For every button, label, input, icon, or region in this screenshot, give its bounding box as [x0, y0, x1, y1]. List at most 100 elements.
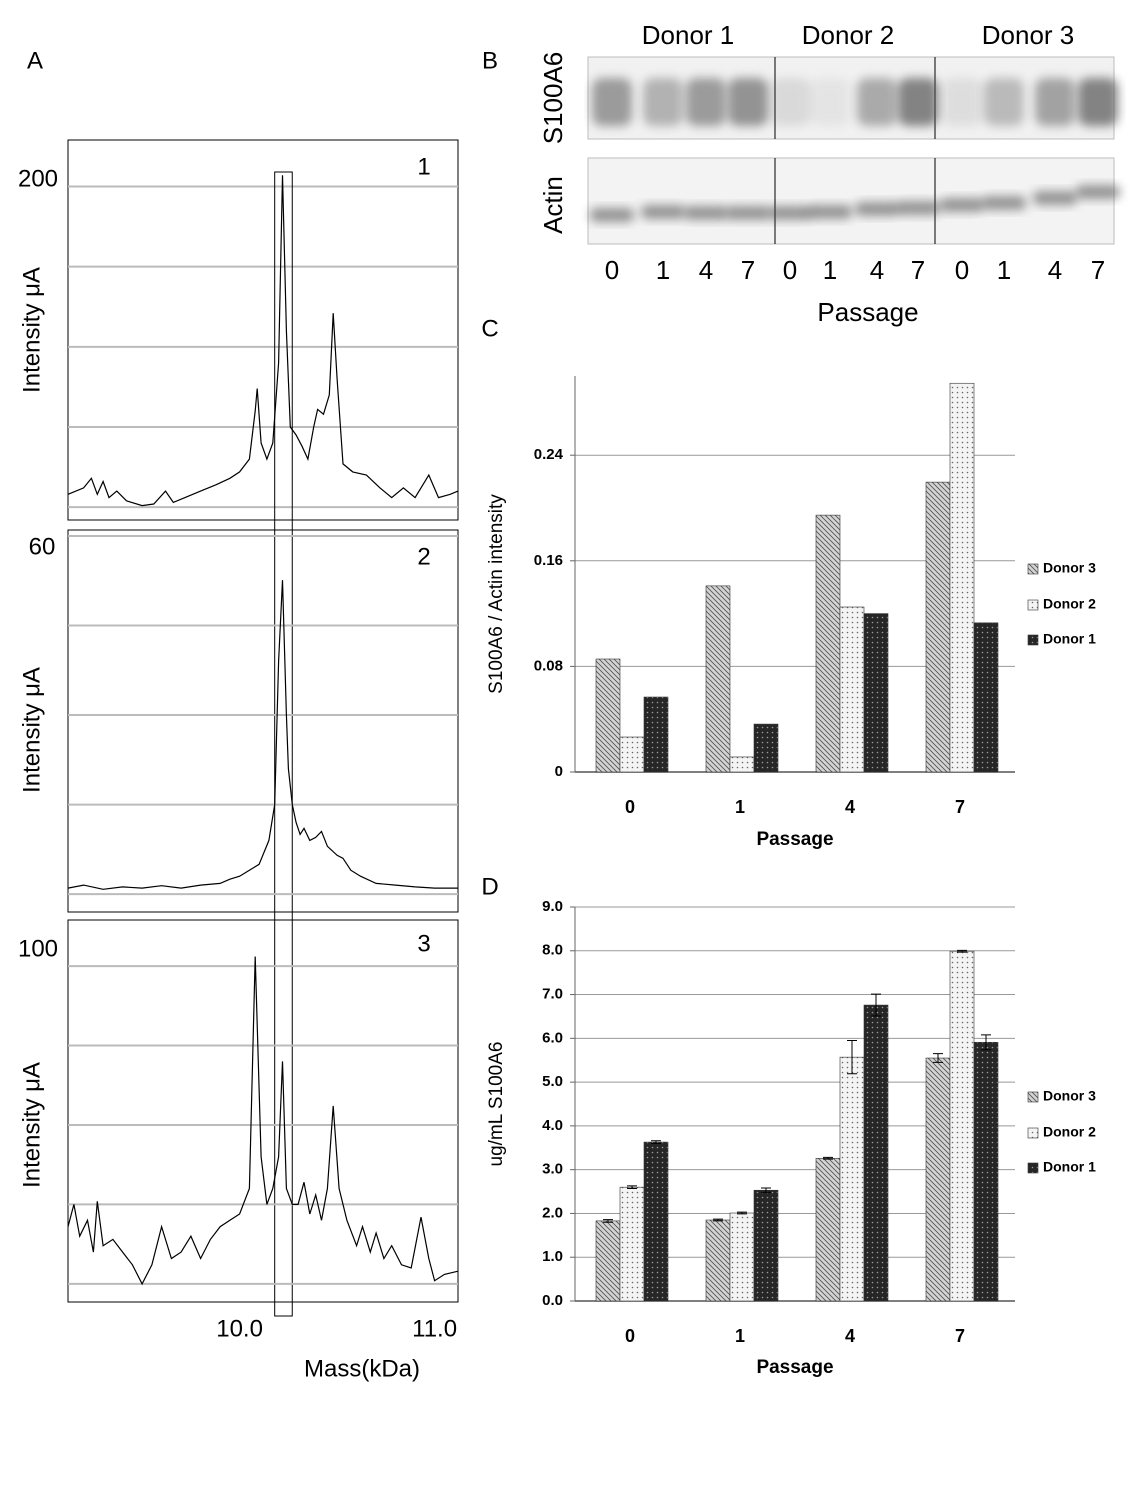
band: [1035, 78, 1075, 126]
legend-label: Donor 2: [1043, 1124, 1096, 1140]
band: [808, 205, 852, 219]
y-axis-label: Intensity μA: [18, 667, 45, 793]
x-tick-label: 4: [845, 797, 855, 817]
y-axis-label: Intensity μA: [18, 1062, 45, 1188]
error-bar: [933, 1053, 943, 1063]
lane-label: 0: [605, 255, 619, 285]
lane-label: 0: [783, 255, 797, 285]
bar: [753, 723, 779, 773]
bar: [815, 514, 841, 773]
x-tick-label: 1: [735, 797, 745, 817]
band: [726, 206, 770, 220]
panel-label: B: [482, 47, 498, 74]
error-bar: [713, 1218, 723, 1222]
band: [940, 198, 984, 212]
bar: [973, 1041, 999, 1302]
y-tick-label: 5.0: [542, 1073, 563, 1090]
band: [592, 78, 632, 126]
error-bar: [981, 1034, 991, 1051]
plot-frame: [67, 139, 459, 521]
band: [982, 196, 1026, 210]
band: [643, 78, 683, 126]
band: [684, 206, 728, 220]
band: [1078, 78, 1118, 126]
y-tick-label: 0.08: [534, 657, 563, 674]
y-tick-label: 0.0: [542, 1292, 563, 1309]
y-axis-label: ug/mL S100A6: [486, 1042, 507, 1167]
x-tick-label: 7: [955, 1326, 965, 1346]
band: [855, 202, 899, 216]
legend-label: Donor 3: [1043, 1088, 1096, 1104]
highlight-box: [274, 171, 293, 1317]
donor-label: Donor 1: [642, 20, 735, 50]
y-axis-label: S100A6 / Actin intensity: [486, 494, 507, 694]
y-tick-label: 60: [29, 533, 56, 560]
band: [641, 205, 685, 219]
y-tick-label: 6.0: [542, 1029, 563, 1046]
panel-label: A: [27, 47, 43, 74]
bar: [949, 382, 975, 773]
x-tick-label: 0: [625, 1326, 635, 1346]
bar: [863, 1004, 889, 1302]
error-bar: [603, 1219, 613, 1223]
bar: [619, 736, 645, 773]
y-tick-label: 100: [18, 935, 58, 962]
panel-annotation: 2: [417, 543, 430, 570]
lane-label: 1: [823, 255, 837, 285]
band: [984, 78, 1024, 126]
legend-swatch: [1027, 1127, 1039, 1139]
x-tick-label: 1: [735, 1326, 745, 1346]
bar: [643, 696, 669, 773]
y-tick-label: 3.0: [542, 1161, 563, 1178]
spectrum-line: [67, 175, 459, 507]
y-tick-label: 1.0: [542, 1248, 563, 1265]
error-bar: [651, 1140, 661, 1144]
band: [686, 78, 726, 126]
bar: [753, 1189, 779, 1302]
bar: [925, 1057, 951, 1302]
blot-row-label: Actin: [538, 176, 568, 234]
panel-label: C: [481, 315, 498, 342]
legend-swatch: [1027, 634, 1039, 646]
y-tick-label: 4.0: [542, 1117, 563, 1134]
x-tick-label: 7: [955, 797, 965, 817]
error-bar: [761, 1187, 771, 1193]
band: [728, 78, 768, 126]
legend-label: Donor 2: [1043, 596, 1096, 612]
lane-label: 4: [870, 255, 884, 285]
western-blot: Donor 1 Donor 2 Donor 3 S100A6 Actin Pas…: [538, 20, 1120, 327]
error-bar: [847, 1040, 857, 1075]
bar: [925, 481, 951, 773]
error-bar: [871, 993, 881, 1017]
blot-row-label: S100A6: [538, 52, 568, 145]
x-axis-label: Mass(kDa): [304, 1355, 420, 1382]
band: [896, 201, 940, 215]
bar: [815, 1157, 841, 1302]
donor-label: Donor 3: [982, 20, 1075, 50]
donor-label: Donor 2: [802, 20, 895, 50]
lane-label: 7: [741, 255, 755, 285]
y-tick-label: 9.0: [542, 898, 563, 915]
band: [857, 78, 897, 126]
lane-label: 4: [699, 255, 713, 285]
bar: [619, 1186, 645, 1302]
legend-label: Donor 1: [1043, 631, 1096, 647]
bar: [705, 585, 731, 773]
bar: [643, 1141, 669, 1302]
bar: [973, 622, 999, 773]
y-tick-label: 0.24: [534, 446, 564, 463]
band: [1033, 191, 1077, 205]
bar: [839, 1056, 865, 1302]
y-axis-label: Intensity μA: [18, 267, 45, 393]
y-tick-label: 200: [18, 165, 58, 192]
bar: [949, 950, 975, 1302]
spectrum-line: [67, 956, 459, 1286]
x-axis-label: Passage: [756, 1357, 833, 1378]
panel-label: D: [481, 873, 498, 900]
band: [1076, 185, 1120, 199]
band: [898, 78, 938, 126]
bar: [595, 658, 621, 773]
y-tick-label: 8.0: [542, 942, 563, 959]
